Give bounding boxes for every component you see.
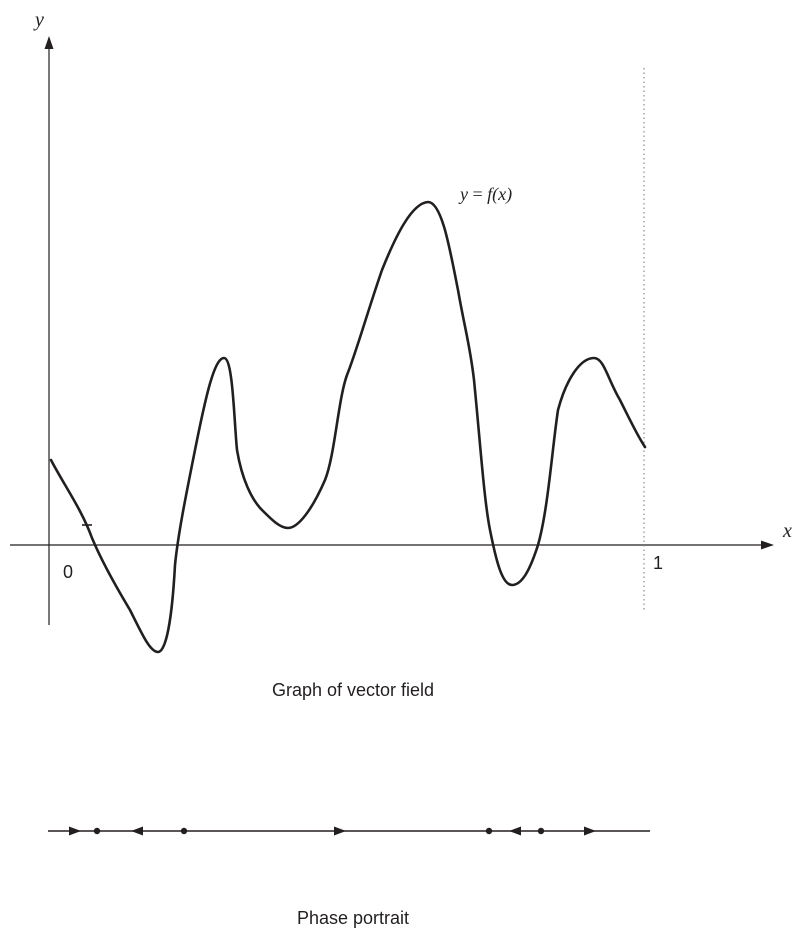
x-end-label: 1 — [653, 553, 663, 573]
equilibrium-point-4 — [537, 827, 545, 835]
curve-label: y = f(x) — [458, 184, 512, 205]
x-axis-arrowhead — [761, 540, 774, 550]
origin-label: 0 — [63, 562, 73, 582]
y-axis-label: y — [33, 9, 44, 31]
equilibrium-point-2 — [180, 827, 188, 835]
graph-panel: y x 0 1 y = f(x) Graph of vector field — [10, 9, 792, 700]
phase-portrait-panel: Phase portrait — [48, 826, 650, 928]
equilibrium-point-1 — [93, 827, 101, 835]
x-axis-label: x — [782, 520, 792, 542]
flow-arrow-left-1 — [131, 826, 143, 836]
y-axis-arrowhead — [44, 36, 54, 49]
flow-arrow-right-2 — [334, 826, 346, 836]
flow-arrow-left-2 — [509, 826, 521, 836]
equilibrium-point-3 — [485, 827, 493, 835]
flow-arrow-right-1 — [69, 826, 81, 836]
flow-arrow-right-3 — [584, 826, 596, 836]
vector-field-curve — [49, 200, 647, 654]
graph-caption: Graph of vector field — [272, 680, 434, 700]
phase-portrait-caption: Phase portrait — [297, 908, 409, 928]
